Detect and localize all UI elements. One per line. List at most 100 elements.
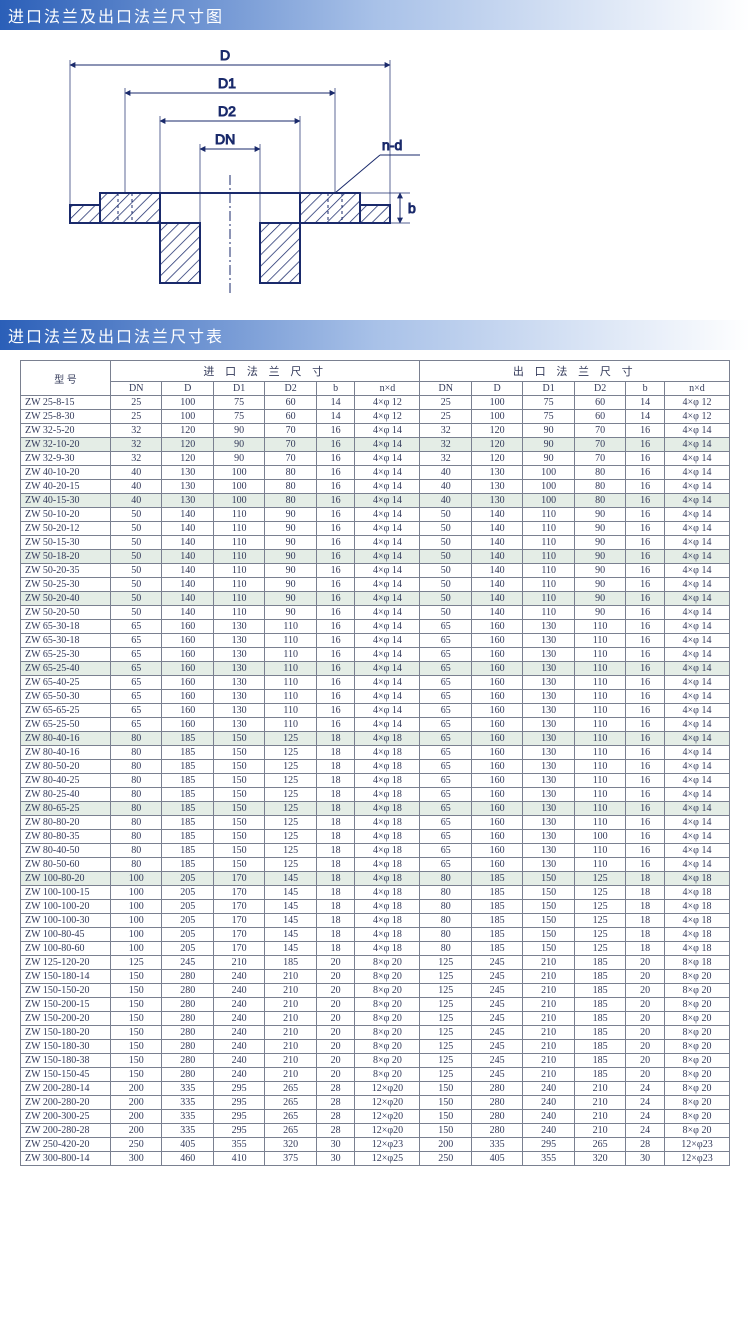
cell: 150 <box>111 1054 162 1068</box>
cell: 125 <box>265 802 316 816</box>
cell: 185 <box>162 844 213 858</box>
cell: 110 <box>574 690 625 704</box>
svg-text:D1: D1 <box>218 75 236 91</box>
cell: 150 <box>523 942 574 956</box>
cell-model: ZW 50-15-30 <box>21 536 111 550</box>
cell: 150 <box>111 984 162 998</box>
cell: 60 <box>574 396 625 410</box>
cell: 170 <box>213 900 264 914</box>
table-row: ZW 25-8-15251007560144×φ 12251007560144×… <box>21 396 730 410</box>
cell: 65 <box>420 760 471 774</box>
cell: 16 <box>626 858 665 872</box>
cell-model: ZW 80-40-25 <box>21 774 111 788</box>
cell: 160 <box>162 690 213 704</box>
cell: 110 <box>574 648 625 662</box>
cell: 150 <box>213 746 264 760</box>
cell: 18 <box>316 844 355 858</box>
cell: 8×φ 20 <box>665 1054 730 1068</box>
cell: 245 <box>471 998 522 1012</box>
cell: 4×φ 14 <box>665 522 730 536</box>
cell: 50 <box>420 508 471 522</box>
table-row: ZW 100-80-20100205170145184×φ 1880185150… <box>21 872 730 886</box>
cell: 16 <box>316 424 355 438</box>
cell: 65 <box>111 662 162 676</box>
cell: 240 <box>523 1110 574 1124</box>
cell: 130 <box>213 634 264 648</box>
cell: 65 <box>420 746 471 760</box>
cell: 8×φ 20 <box>665 1068 730 1082</box>
cell: 80 <box>111 858 162 872</box>
cell: 210 <box>265 1040 316 1054</box>
cell: 65 <box>420 788 471 802</box>
cell: 4×φ 12 <box>665 410 730 424</box>
cell: 150 <box>420 1082 471 1096</box>
cell: 140 <box>471 606 522 620</box>
cell: 4×φ 14 <box>665 704 730 718</box>
cell-model: ZW 80-80-20 <box>21 816 111 830</box>
cell: 320 <box>574 1152 625 1166</box>
cell: 205 <box>162 942 213 956</box>
cell-model: ZW 200-280-14 <box>21 1082 111 1096</box>
cell: 12×φ20 <box>355 1110 420 1124</box>
cell: 160 <box>471 676 522 690</box>
cell: 125 <box>265 746 316 760</box>
cell: 16 <box>626 494 665 508</box>
cell: 130 <box>523 746 574 760</box>
cell: 160 <box>162 662 213 676</box>
cell: 8×φ 20 <box>665 984 730 998</box>
cell: 65 <box>420 858 471 872</box>
cell: 4×φ 14 <box>665 578 730 592</box>
cell: 4×φ 18 <box>355 914 420 928</box>
cell: 160 <box>471 802 522 816</box>
cell: 4×φ 14 <box>665 788 730 802</box>
cell: 210 <box>574 1124 625 1138</box>
cell: 185 <box>574 970 625 984</box>
cell-model: ZW 65-40-25 <box>21 676 111 690</box>
cell: 18 <box>316 928 355 942</box>
table-row: ZW 80-40-1680185150125184×φ 186516013011… <box>21 746 730 760</box>
cell: 100 <box>213 494 264 508</box>
cell: 335 <box>162 1110 213 1124</box>
cell: 4×φ 18 <box>355 942 420 956</box>
cell: 125 <box>265 788 316 802</box>
cell: 185 <box>471 928 522 942</box>
cell: 8×φ 20 <box>355 984 420 998</box>
cell: 18 <box>316 816 355 830</box>
cell: 4×φ 18 <box>355 858 420 872</box>
cell: 130 <box>523 620 574 634</box>
cell-model: ZW 100-100-30 <box>21 914 111 928</box>
cell: 80 <box>574 494 625 508</box>
cell: 4×φ 18 <box>665 928 730 942</box>
cell: 32 <box>111 424 162 438</box>
cell: 30 <box>626 1152 665 1166</box>
cell: 4×φ 14 <box>665 746 730 760</box>
cell: 240 <box>213 984 264 998</box>
cell: 110 <box>523 508 574 522</box>
svg-text:n-d: n-d <box>382 137 402 153</box>
cell-model: ZW 125-120-20 <box>21 956 111 970</box>
cell: 100 <box>523 494 574 508</box>
cell: 65 <box>420 634 471 648</box>
cell: 25 <box>420 410 471 424</box>
table-row: ZW 200-280-202003352952652812×φ201502802… <box>21 1096 730 1110</box>
cell: 80 <box>420 942 471 956</box>
cell: 110 <box>574 844 625 858</box>
cell: 4×φ 14 <box>355 690 420 704</box>
cell: 18 <box>316 746 355 760</box>
cell: 210 <box>523 1026 574 1040</box>
cell: 150 <box>111 970 162 984</box>
cell: 210 <box>265 1026 316 1040</box>
cell-model: ZW 65-25-50 <box>21 718 111 732</box>
cell: 110 <box>574 732 625 746</box>
cell: 18 <box>626 900 665 914</box>
cell: 140 <box>162 578 213 592</box>
cell: 210 <box>523 984 574 998</box>
table-row: ZW 300-800-143004604103753012×φ252504053… <box>21 1152 730 1166</box>
cell: 65 <box>420 802 471 816</box>
cell: 210 <box>265 970 316 984</box>
cell: 16 <box>316 690 355 704</box>
cell: 40 <box>111 494 162 508</box>
cell-model: ZW 200-280-28 <box>21 1124 111 1138</box>
subcol-D1: D1 <box>213 382 264 396</box>
cell: 16 <box>626 508 665 522</box>
